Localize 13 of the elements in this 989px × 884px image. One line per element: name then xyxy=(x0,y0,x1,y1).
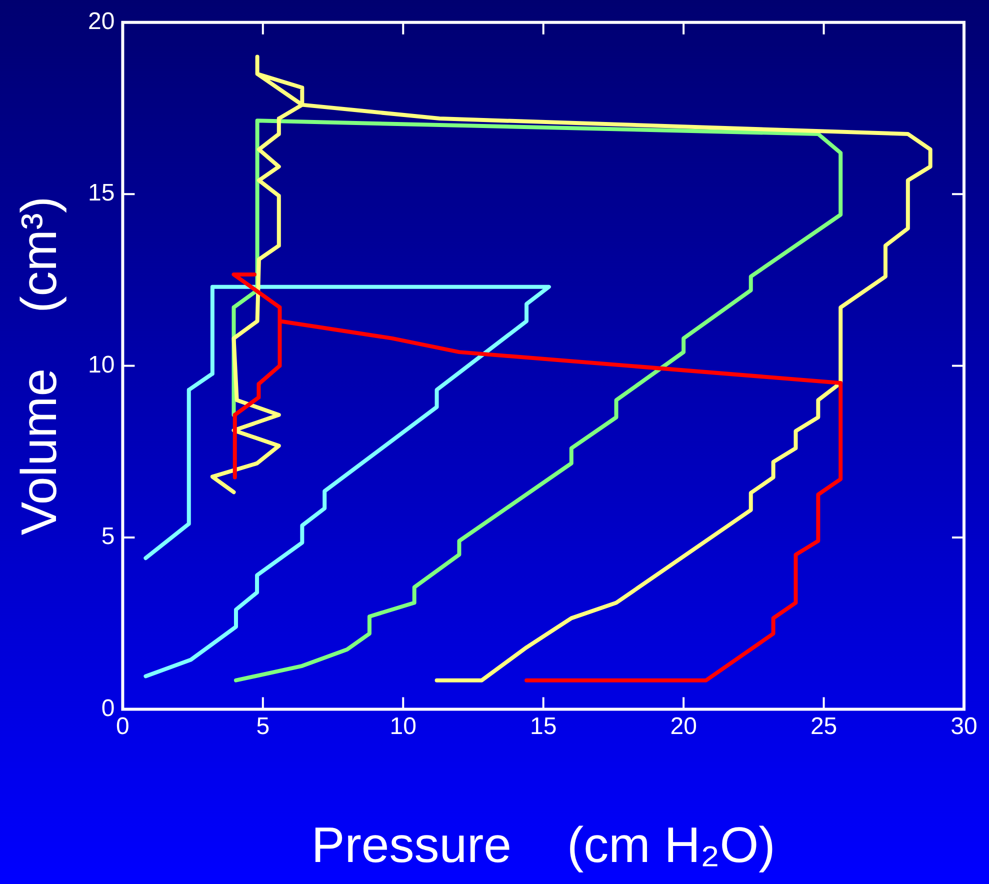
x-tick-label: 30 xyxy=(950,713,978,740)
y-axis-title: Volume (cm³) xyxy=(10,196,67,536)
y-tick-label: 0 xyxy=(101,694,115,722)
x-tick-label: 25 xyxy=(810,713,838,740)
x-tick-label: 10 xyxy=(390,713,416,740)
y-tick-label: 5 xyxy=(101,523,115,550)
x-tick-label: 20 xyxy=(670,713,697,740)
x-axis-title: Pressure (cm H₂O) xyxy=(311,816,776,873)
y-tick-label: 15 xyxy=(88,180,115,207)
y-tick-label: 10 xyxy=(88,351,115,378)
x-tick-label: 5 xyxy=(256,713,270,740)
x-tick-label: 15 xyxy=(530,713,557,740)
y-tick-label: 20 xyxy=(88,8,115,36)
